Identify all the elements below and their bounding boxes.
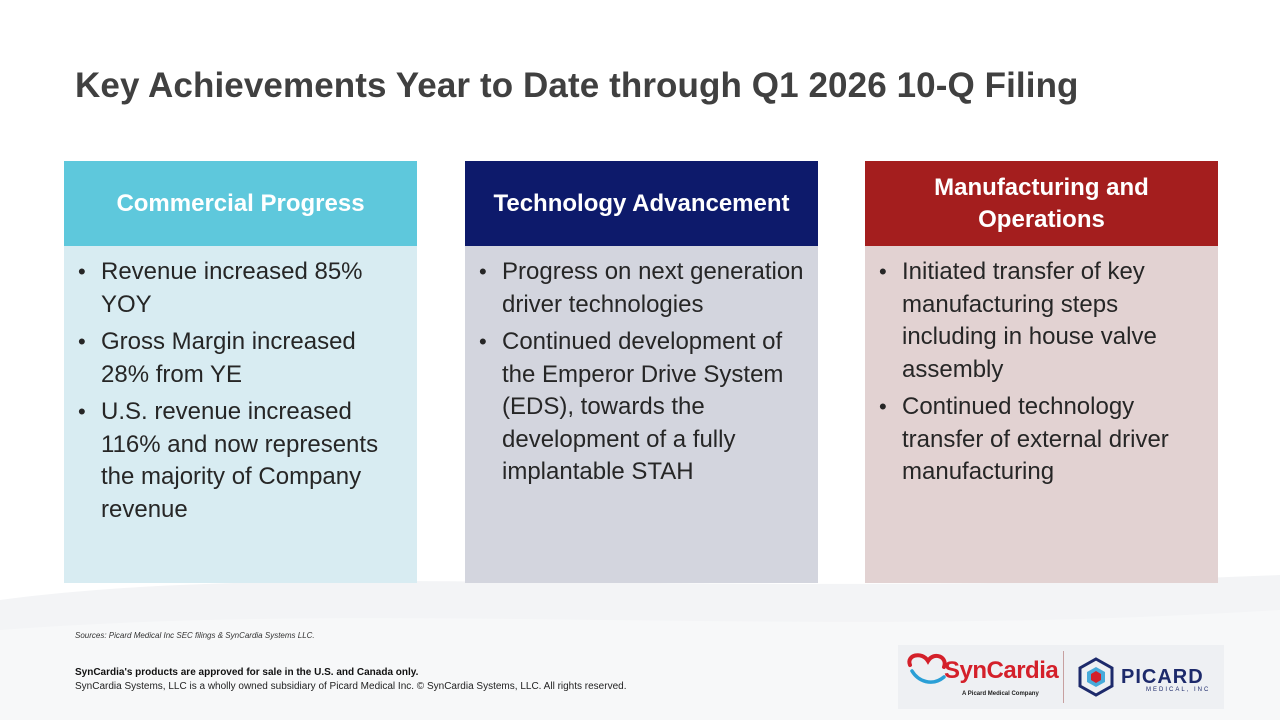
approval-notice: SynCardia's products are approved for sa… (75, 667, 419, 678)
column-body: Initiated transfer of key manufacturing … (865, 246, 1218, 583)
list-item: Gross Margin increased 28% from YE (78, 326, 405, 391)
bullet-list: Initiated transfer of key manufacturing … (879, 256, 1206, 489)
heart-swoosh-icon (907, 653, 947, 684)
bullet-list: Revenue increased 85% YOY Gross Margin i… (78, 256, 405, 526)
column-header: Commercial Progress (64, 161, 417, 246)
column-body: Progress on next generation driver techn… (465, 246, 818, 583)
picard-wordmark: PICARD (1121, 666, 1204, 688)
list-item: Continued development of the Emperor Dri… (479, 326, 806, 489)
column-header: Manufacturing and Operations (865, 161, 1218, 246)
sources-note: Sources: Picard Medical Inc SEC filings … (75, 631, 315, 640)
list-item: Continued technology transfer of externa… (879, 391, 1206, 489)
commercial-progress-column: Commercial Progress Revenue increased 85… (64, 161, 417, 583)
logo-area: SynCardia A Picard Medical Company PICAR… (898, 645, 1224, 709)
list-item: U.S. revenue increased 116% and now repr… (78, 396, 405, 526)
copyright-notice: SynCardia Systems, LLC is a wholly owned… (75, 681, 627, 692)
picard-subtitle: MEDICAL, INC (1146, 687, 1211, 693)
technology-advancement-column: Technology Advancement Progress on next … (465, 161, 818, 583)
picard-logo: PICARD MEDICAL, INC (1076, 655, 1216, 699)
column-header: Technology Advancement (465, 161, 818, 246)
syncardia-wordmark: SynCardia (944, 657, 1059, 684)
syncardia-logo: SynCardia A Picard Medical Company (904, 649, 1059, 705)
slide-title: Key Achievements Year to Date through Q1… (75, 66, 1079, 105)
list-item: Progress on next generation driver techn… (479, 256, 806, 321)
list-item: Revenue increased 85% YOY (78, 256, 405, 321)
picard-geometric-icon (1078, 657, 1114, 697)
bullet-list: Progress on next generation driver techn… (479, 256, 806, 489)
list-item: Initiated transfer of key manufacturing … (879, 256, 1206, 386)
logo-divider (1063, 651, 1064, 703)
column-body: Revenue increased 85% YOY Gross Margin i… (64, 246, 417, 583)
syncardia-tagline: A Picard Medical Company (962, 691, 1039, 697)
manufacturing-operations-column: Manufacturing and Operations Initiated t… (865, 161, 1218, 583)
